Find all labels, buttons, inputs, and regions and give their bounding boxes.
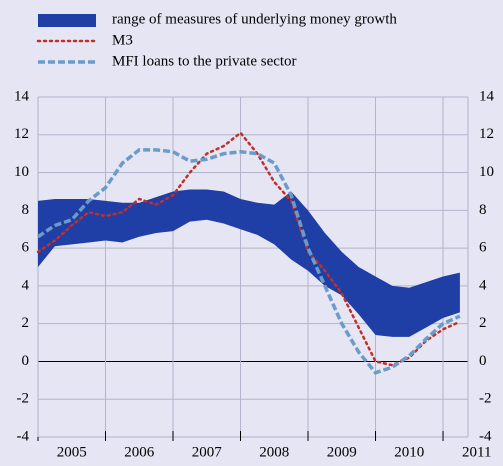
y2-tick-label: 12 <box>479 126 494 142</box>
y2-tick-label: 14 <box>479 88 495 104</box>
y-tick-label: 0 <box>22 353 30 369</box>
y-tick-label: 12 <box>14 126 29 142</box>
x-tick-label: 2006 <box>124 444 155 460</box>
series-line <box>36 131 462 367</box>
y-tick-label: -2 <box>17 391 30 407</box>
legend-label: range of measures of underlying money gr… <box>112 11 397 27</box>
x-tick-label: 2005 <box>57 444 87 460</box>
x-tick-label: 2007 <box>192 444 223 460</box>
y2-tick-label: 6 <box>479 240 487 256</box>
y2-tick-label: 10 <box>479 164 494 180</box>
y2-tick-label: 8 <box>479 202 487 218</box>
y-tick-label: 8 <box>22 202 30 218</box>
y2-tick-label: 2 <box>479 315 487 331</box>
y-tick-label: 2 <box>22 315 30 331</box>
y-tick-label: 6 <box>22 240 30 256</box>
range-band <box>38 189 460 337</box>
legend-swatch <box>38 14 96 27</box>
x-tick-label: 2009 <box>327 444 357 460</box>
y-tick-label: 14 <box>14 88 30 104</box>
y2-tick-label: 0 <box>479 353 487 369</box>
y-tick-label: 10 <box>14 164 29 180</box>
x-tick-label: 2011 <box>462 444 491 460</box>
x-tick-label: 2008 <box>259 444 289 460</box>
series-line <box>37 148 461 375</box>
x-tick-label: 2010 <box>394 444 424 460</box>
legend-label: M3 <box>112 32 133 48</box>
legend-label: MFI loans to the private sector <box>112 53 297 69</box>
y-tick-label: -4 <box>17 428 30 444</box>
y2-tick-label: -2 <box>479 391 492 407</box>
y-tick-label: 4 <box>22 277 30 293</box>
y2-tick-label: -4 <box>479 428 492 444</box>
y2-tick-label: 4 <box>479 277 487 293</box>
